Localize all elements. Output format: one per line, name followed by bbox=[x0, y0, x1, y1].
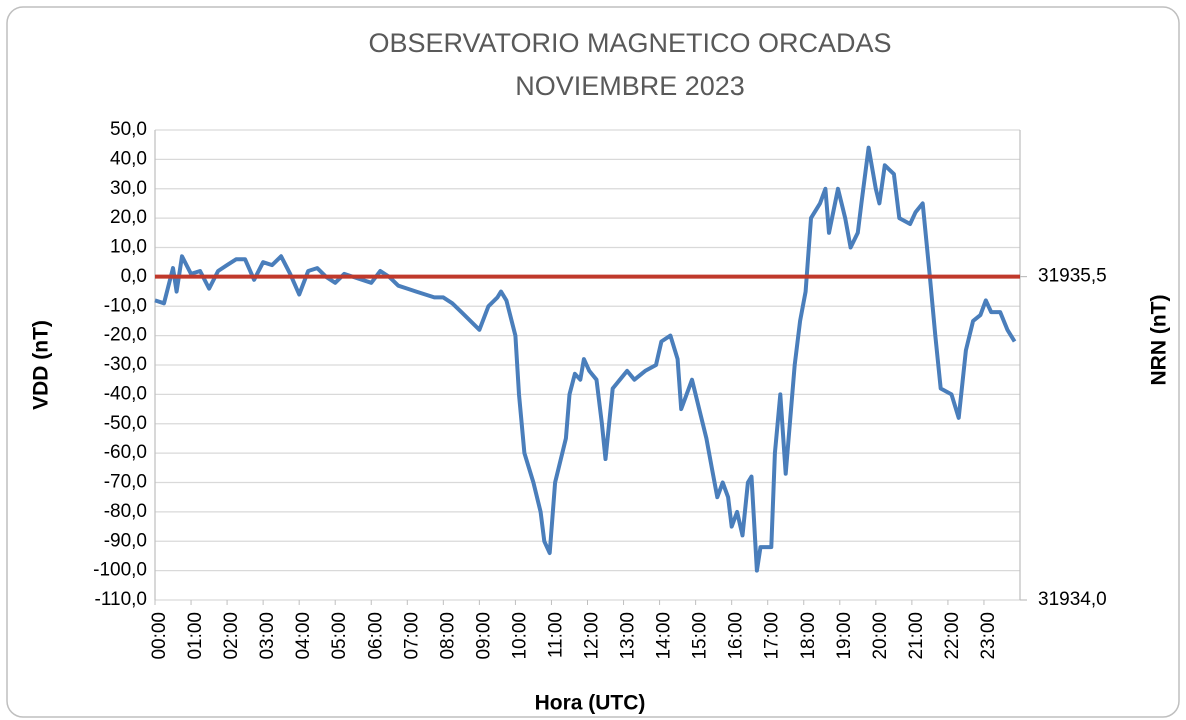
y-tick-label: 10,0 bbox=[110, 237, 147, 258]
y-tick-label: -90,0 bbox=[104, 530, 147, 551]
y2-axis-title: NRN (nT) bbox=[1148, 295, 1171, 386]
y-tick-label: -30,0 bbox=[104, 354, 147, 375]
x-tick-label: 18:00 bbox=[798, 612, 819, 660]
y-axis-title: VDD (nT) bbox=[30, 320, 53, 410]
x-tick-label: 08:00 bbox=[437, 612, 458, 660]
y-tick-label: -10,0 bbox=[104, 295, 147, 316]
x-tick-label: 12:00 bbox=[582, 612, 603, 660]
x-tick-label: 13:00 bbox=[618, 612, 639, 660]
x-tick-label: 17:00 bbox=[762, 612, 783, 660]
y-tick-label: -110,0 bbox=[95, 589, 147, 610]
y2-tick-label: 31934,0 bbox=[1038, 589, 1107, 610]
y-tick-label: -80,0 bbox=[104, 501, 147, 522]
x-tick-label: 22:00 bbox=[942, 612, 963, 660]
x-tick-label: 07:00 bbox=[401, 612, 422, 660]
x-tick-label: 20:00 bbox=[870, 612, 891, 660]
x-tick-label: 23:00 bbox=[978, 612, 999, 660]
y-tick-label: 50,0 bbox=[110, 119, 147, 140]
x-tick-label: 14:00 bbox=[654, 612, 675, 660]
chart-subtitle: NOVIEMBRE 2023 bbox=[515, 71, 745, 101]
x-tick-label: 01:00 bbox=[185, 612, 206, 660]
data-line bbox=[154, 145, 1017, 573]
x-tick-label: 02:00 bbox=[221, 612, 242, 660]
y-tick-label: -60,0 bbox=[104, 442, 147, 463]
x-tick-label: 15:00 bbox=[690, 612, 711, 660]
x-tick-label: 21:00 bbox=[906, 612, 927, 660]
x-tick-label: 19:00 bbox=[834, 612, 855, 660]
x-tick-label: 11:00 bbox=[545, 612, 566, 658]
x-tick-label: 06:00 bbox=[365, 612, 386, 660]
x-tick-label: 10:00 bbox=[509, 612, 530, 660]
chart-frame bbox=[6, 6, 1180, 718]
chart-title: OBSERVATORIO MAGNETICO ORCADAS bbox=[368, 28, 891, 58]
y-tick-label: 30,0 bbox=[110, 178, 147, 199]
y-tick-label: -50,0 bbox=[104, 413, 147, 434]
y-tick-label: 20,0 bbox=[110, 207, 147, 228]
y-tick-label: -20,0 bbox=[104, 325, 147, 346]
x-axis-title: Hora (UTC) bbox=[535, 692, 646, 715]
y-tick-label: -100,0 bbox=[93, 560, 147, 581]
x-tick-label: 03:00 bbox=[257, 612, 278, 660]
x-tick-label: 16:00 bbox=[726, 612, 747, 660]
y-tick-label: 0,0 bbox=[121, 266, 147, 287]
x-tick-label: 05:00 bbox=[329, 612, 350, 660]
y-tick-label: -40,0 bbox=[104, 383, 147, 404]
x-tick-label: 00:00 bbox=[149, 612, 170, 660]
y2-tick-label: 31935,5 bbox=[1038, 266, 1107, 287]
y-tick-label: 40,0 bbox=[110, 148, 147, 169]
y-tick-label: -70,0 bbox=[104, 472, 147, 493]
x-tick-label: 04:00 bbox=[293, 612, 314, 660]
x-tick-label: 09:00 bbox=[473, 612, 494, 660]
